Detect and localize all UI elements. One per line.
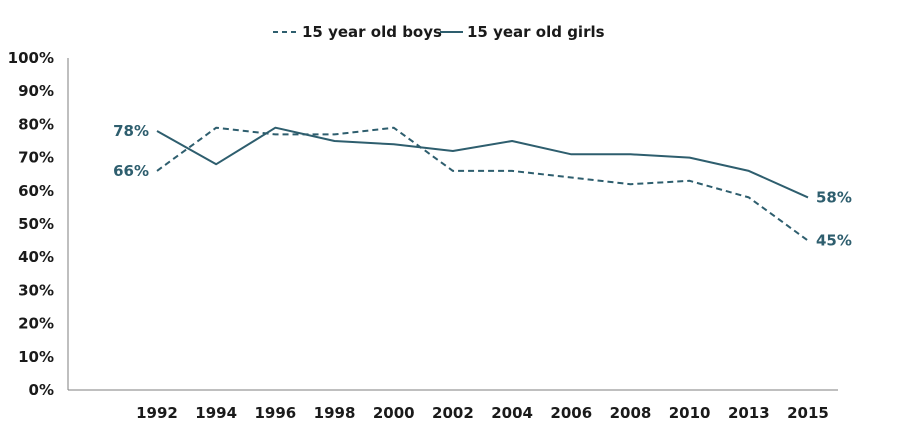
x-tick-label: 1998 — [314, 404, 356, 422]
y-axis-ticks: 0% 10% 20% 30% 40% 50% 60% 70% 80% 90% 100% — [8, 49, 54, 399]
y-tick-label: 70% — [18, 149, 54, 167]
x-tick-label: 1992 — [136, 404, 178, 422]
y-tick-label: 30% — [18, 281, 54, 299]
legend-item-boys: 15 year old boys — [273, 23, 442, 41]
series-layer — [156, 126, 809, 242]
data-labels: 66% 45% 78% 58% — [113, 122, 852, 250]
x-axis-ticks: 1992 1994 1996 1998 2000 2002 2004 2006 2008 2010… — [136, 404, 829, 422]
y-tick-label: 0% — [29, 381, 54, 399]
x-tick-label: 2013 — [728, 404, 770, 422]
legend-label-boys: 15 year old boys — [302, 23, 442, 41]
axes — [67, 58, 838, 391]
y-tick-label: 10% — [18, 348, 54, 366]
y-tick-label: 90% — [18, 82, 54, 100]
x-tick-label: 2010 — [669, 404, 711, 422]
x-tick-label: 2000 — [373, 404, 415, 422]
x-tick-label: 2008 — [610, 404, 652, 422]
series-line-boys — [156, 126, 809, 242]
legend: 15 year old boys 15 year old girls — [273, 23, 605, 41]
y-tick-label: 50% — [18, 215, 54, 233]
x-tick-label: 1994 — [195, 404, 237, 422]
x-tick-label: 2002 — [432, 404, 474, 422]
x-tick-label: 2004 — [491, 404, 533, 422]
data-label-girls: 78% — [113, 122, 149, 140]
x-tick-label: 1996 — [254, 404, 296, 422]
data-label-girls: 58% — [816, 188, 852, 206]
legend-item-girls: 15 year old girls — [440, 23, 605, 41]
data-label-boys: 45% — [816, 232, 852, 250]
y-tick-label: 40% — [18, 248, 54, 266]
series-line-girls — [156, 126, 809, 199]
data-label-boys: 66% — [113, 162, 149, 180]
x-tick-label: 2006 — [550, 404, 592, 422]
y-tick-label: 80% — [18, 115, 54, 133]
legend-label-girls: 15 year old girls — [467, 23, 605, 41]
y-tick-label: 20% — [18, 315, 54, 333]
y-tick-label: 60% — [18, 182, 54, 200]
y-tick-label: 100% — [8, 49, 54, 67]
x-tick-label: 2015 — [787, 404, 829, 422]
